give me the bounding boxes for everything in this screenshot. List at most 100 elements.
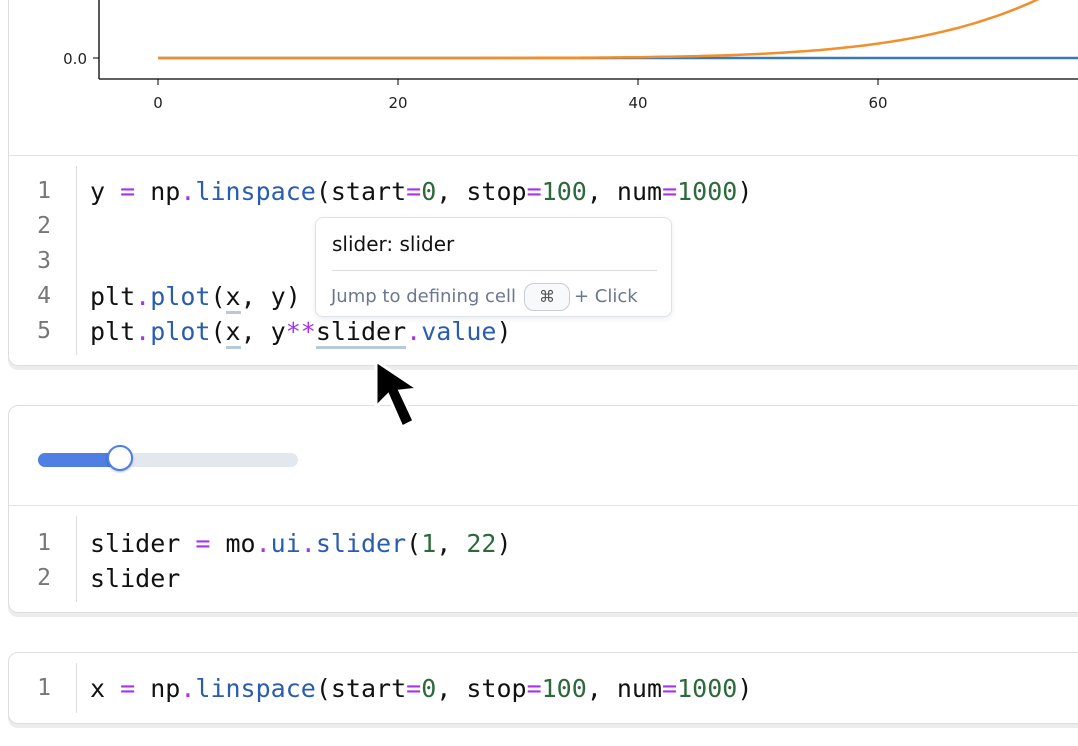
code-token: = — [406, 177, 422, 206]
line-number: 2 — [37, 565, 51, 591]
code-token: plot — [150, 282, 211, 311]
line-number: 5 — [37, 318, 51, 344]
code-token: , num — [586, 674, 663, 703]
y-tick-label: 0.0 — [63, 50, 87, 68]
tooltip-divider — [332, 270, 657, 271]
code-token: , — [436, 529, 467, 558]
slider-fill — [38, 453, 121, 467]
code-token: = — [662, 674, 678, 703]
series-line-y-pow-slider — [158, 0, 1040, 60]
code-token: ** — [285, 317, 316, 346]
code-token: ) — [496, 317, 512, 346]
code-token: . — [180, 674, 196, 703]
code-token: ( — [210, 282, 226, 311]
variable-reference[interactable]: x — [225, 282, 241, 314]
slider-output — [9, 406, 1078, 506]
code-token: ( — [406, 529, 422, 558]
code-token — [105, 177, 120, 206]
code-token: . — [180, 177, 196, 206]
code-token: 100 — [541, 177, 587, 206]
code-token: slider — [90, 529, 196, 558]
code-token: , num — [586, 177, 663, 206]
code-token: ui — [270, 529, 301, 558]
line-number: 1 — [37, 178, 51, 204]
code-editor[interactable]: 1 slider = mo.ui.slider(1, 22) 2 slider — [9, 506, 1078, 612]
code-text: plt.plot(x, y**slider.value) — [90, 314, 512, 349]
code-token: ( — [210, 317, 226, 346]
code-token: mo — [210, 529, 256, 558]
code-token: slider — [90, 564, 181, 593]
code-token: 0 — [421, 177, 437, 206]
hover-tooltip: slider: slider Jump to defining cell ⌘ + C… — [315, 217, 672, 317]
code-text: y = np.linspace(start=0, stop=100, num=1… — [90, 174, 752, 209]
code-token: , y) — [240, 282, 301, 311]
code-token: = — [526, 177, 542, 206]
code-token: plot — [150, 317, 211, 346]
code-token: linspace — [195, 674, 316, 703]
code-token: . — [135, 282, 151, 311]
code-token: = — [120, 674, 136, 703]
tooltip-title: slider: slider — [332, 232, 455, 256]
code-token: , stop — [436, 674, 527, 703]
line-number: 4 — [37, 283, 51, 309]
gutter-divider — [76, 516, 77, 602]
code-token: y — [90, 177, 106, 206]
code-token: = — [120, 177, 136, 206]
code-text: x = np.linspace(start=0, stop=100, num=1… — [90, 671, 752, 706]
code-token: slider — [315, 529, 407, 558]
x-tick-label: 20 — [388, 94, 407, 112]
code-token: value — [421, 317, 497, 346]
slider-track[interactable] — [38, 445, 298, 471]
x-tick-label: 40 — [628, 94, 647, 112]
code-token: np — [135, 177, 181, 206]
arrow-pointer-icon — [374, 358, 423, 430]
code-token: np — [135, 674, 181, 703]
code-token: . — [300, 529, 316, 558]
code-token: 1000 — [677, 674, 738, 703]
variable-reference[interactable]: slider — [315, 317, 407, 349]
gutter-divider — [76, 663, 77, 713]
code-token: = — [526, 674, 542, 703]
code-token: (start — [315, 674, 407, 703]
code-token: (start — [315, 177, 407, 206]
code-token: ) — [737, 177, 753, 206]
code-token: x — [90, 674, 121, 703]
code-token: . — [406, 317, 422, 346]
code-text: plt.plot(x, y) — [90, 279, 301, 314]
gutter-divider — [76, 166, 77, 355]
code-token: 1000 — [677, 177, 738, 206]
x-tick-label: 60 — [868, 94, 887, 112]
code-token: = — [406, 674, 422, 703]
cell-slider: 1 slider = mo.ui.slider(1, 22) 2 slider — [8, 405, 1078, 613]
line-number: 2 — [37, 213, 51, 239]
x-tick-label: 0 — [153, 94, 163, 112]
plot-output: 0.0 0 20 40 60 — [9, 0, 1078, 156]
code-text: slider — [90, 561, 180, 596]
code-token: , y — [240, 317, 286, 346]
tooltip-hint: Jump to defining cell ⌘ + Click — [331, 283, 638, 311]
code-token: 0 — [421, 674, 437, 703]
plot-chart: 0.0 0 20 40 60 — [63, 0, 1078, 112]
line-number: 1 — [37, 530, 51, 556]
cmd-key-icon: ⌘ — [523, 283, 570, 311]
code-token: plt — [90, 282, 136, 311]
tooltip-hint-text: Jump to defining cell — [331, 286, 516, 307]
variable-reference[interactable]: x — [225, 317, 241, 349]
code-token: 100 — [541, 674, 587, 703]
code-text: slider = mo.ui.slider(1, 22) — [90, 526, 512, 561]
code-token: . — [135, 317, 151, 346]
code-token: 22 — [466, 529, 497, 558]
line-number: 3 — [37, 248, 51, 274]
code-token: plt — [90, 317, 136, 346]
code-token: = — [662, 177, 678, 206]
line-number: 1 — [37, 675, 51, 701]
code-token: linspace — [195, 177, 316, 206]
slider-thumb[interactable] — [107, 445, 134, 471]
code-token: 1 — [421, 529, 437, 558]
code-token: , stop — [436, 177, 527, 206]
tooltip-hint-suffix: + Click — [573, 286, 638, 307]
code-token: ) — [737, 674, 753, 703]
